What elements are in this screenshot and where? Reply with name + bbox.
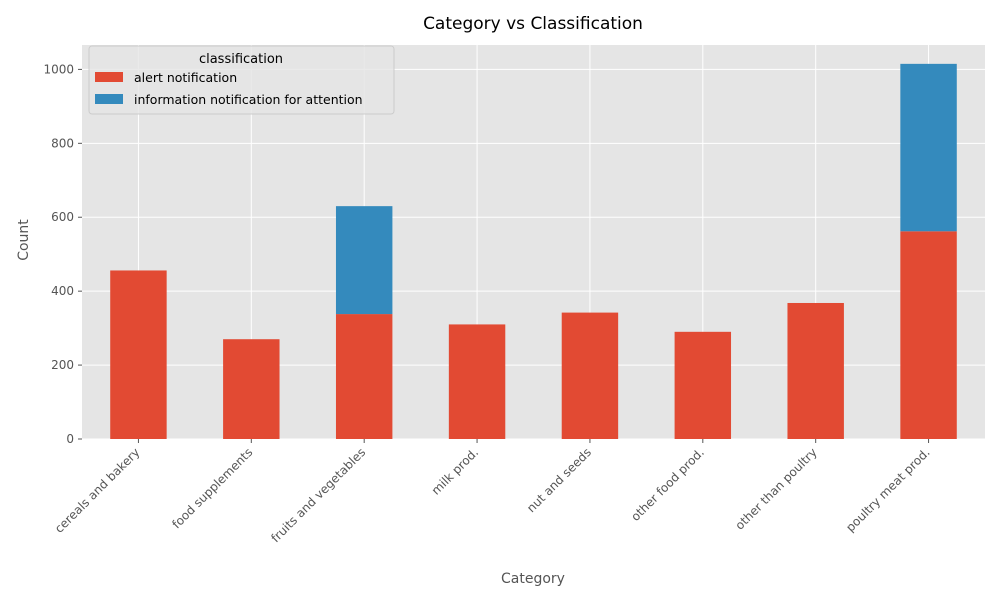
bar-alert bbox=[335, 314, 393, 439]
x-tick-label: other than poultry bbox=[732, 445, 819, 532]
y-tick-label: 400 bbox=[51, 284, 74, 298]
x-axis-ticks: cereals and bakery food supplements fruits… bbox=[52, 439, 933, 545]
bars bbox=[110, 63, 957, 439]
legend-label-information: information notification for attention bbox=[134, 92, 363, 107]
x-tick-label: milk prod. bbox=[429, 445, 481, 497]
bar-alert bbox=[110, 270, 167, 439]
y-axis-ticks: 0 200 400 600 800 1000 bbox=[43, 62, 82, 446]
x-tick-label: other food prod. bbox=[628, 445, 707, 524]
bar-alert bbox=[448, 324, 506, 439]
legend-label-alert: alert notification bbox=[134, 70, 237, 85]
bar-alert bbox=[787, 302, 844, 439]
legend: classification alert notification inform… bbox=[88, 45, 395, 115]
chart-title: Category vs Classification bbox=[423, 14, 643, 34]
x-axis-label: Category bbox=[501, 571, 565, 587]
y-tick-label: 600 bbox=[51, 210, 74, 224]
bar-information bbox=[335, 206, 393, 315]
legend-box bbox=[88, 45, 395, 115]
y-axis-label: Count bbox=[16, 219, 32, 261]
legend-swatch-alert bbox=[95, 72, 123, 82]
bar-alert bbox=[674, 331, 732, 439]
bar-alert bbox=[223, 339, 280, 439]
legend-title: classification bbox=[199, 52, 283, 67]
x-tick-label: food supplements bbox=[169, 445, 255, 531]
y-tick-label: 1000 bbox=[43, 62, 74, 76]
bar-alert bbox=[900, 231, 957, 439]
x-tick-label: nut and seeds bbox=[524, 445, 594, 515]
bar-information bbox=[900, 63, 957, 232]
x-tick-label: poultry meat prod. bbox=[843, 445, 932, 534]
x-tick-label: fruits and vegetables bbox=[268, 445, 368, 545]
bar-alert bbox=[561, 312, 619, 439]
legend-swatch-information bbox=[95, 94, 123, 104]
y-tick-label: 0 bbox=[66, 432, 74, 446]
y-tick-label: 800 bbox=[51, 136, 74, 150]
y-tick-label: 200 bbox=[51, 358, 74, 372]
x-tick-label: cereals and bakery bbox=[52, 445, 143, 536]
